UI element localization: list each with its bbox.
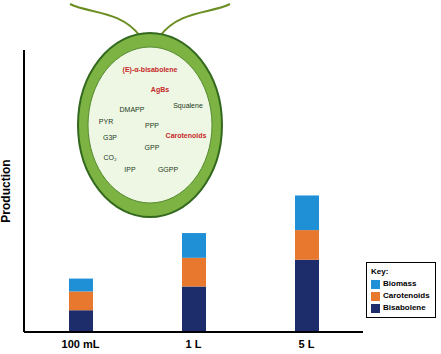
svg-text:Carotenoids: Carotenoids: [166, 132, 207, 139]
html-text:Bisabolene: Bisabolene: [383, 303, 426, 312]
svg-text:PYR: PYR: [99, 118, 113, 125]
svg-text:AgBs: AgBs: [151, 86, 169, 94]
svg-text:PPP: PPP: [145, 122, 159, 129]
svg-text:G3P: G3P: [103, 134, 117, 141]
svg-text:5 L: 5 L: [299, 338, 315, 350]
svg-text:(E)-α-bisabolene: (E)-α-bisabolene: [123, 66, 178, 74]
html-text:Biomass: Biomass: [383, 279, 417, 288]
svg-text:CO₂: CO₂: [103, 154, 117, 161]
html-text:Carotenoids: Carotenoids: [383, 291, 430, 300]
svg-text:IPP: IPP: [124, 166, 136, 173]
svg-text:Production: Production: [0, 159, 13, 222]
svg-text:100 mL: 100 mL: [62, 338, 100, 350]
svg-text:GGPP: GGPP: [158, 166, 179, 173]
svg-text:Squalene: Squalene: [173, 102, 203, 110]
svg-text:1 L: 1 L: [186, 338, 202, 350]
svg-text:DMAPP: DMAPP: [120, 106, 145, 113]
html-text:Key:: Key:: [371, 267, 389, 276]
svg-text:GPP: GPP: [145, 144, 160, 151]
